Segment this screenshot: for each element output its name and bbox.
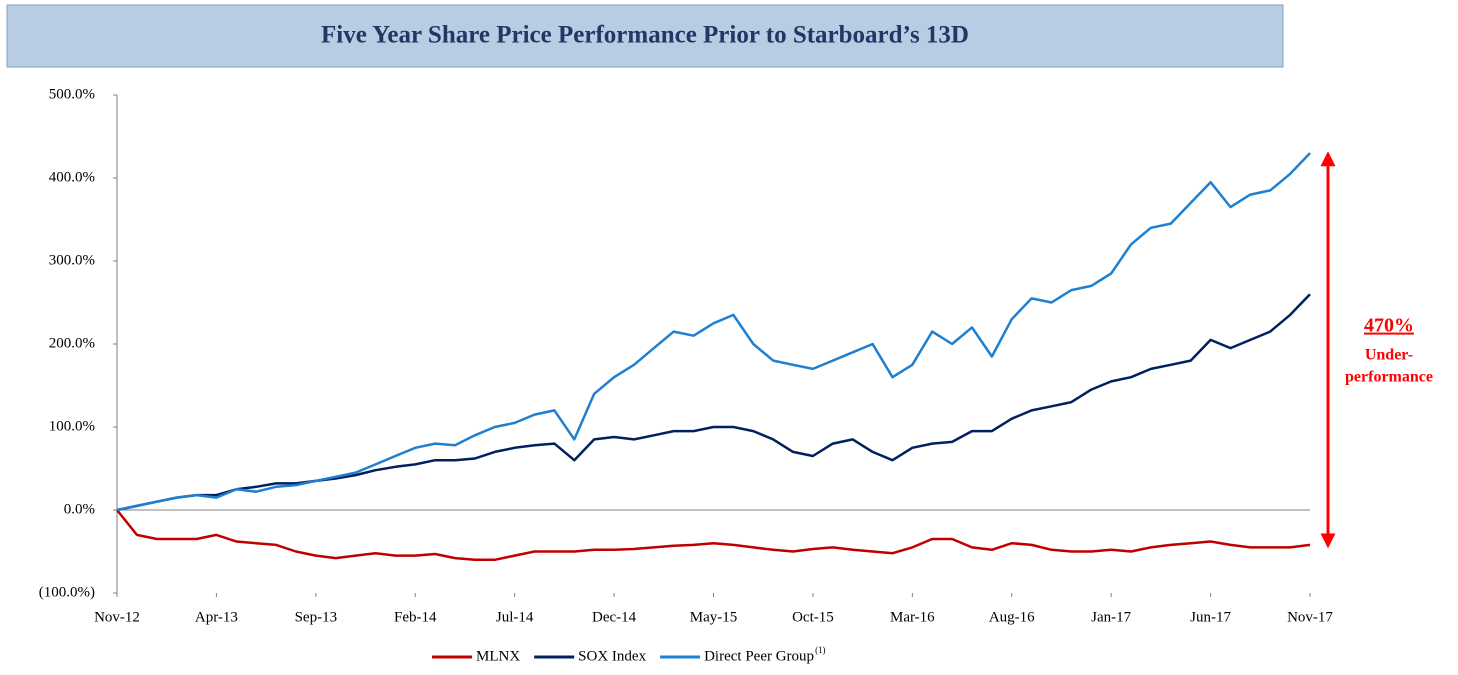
- y-tick-label: 0.0%: [64, 501, 95, 517]
- x-tick-label: Jul-14: [496, 609, 534, 625]
- x-tick-label: May-15: [690, 609, 738, 625]
- x-tick-label: Apr-13: [195, 609, 238, 625]
- x-tick-label: Sep-13: [295, 609, 338, 625]
- legend-label: SOX Index: [578, 648, 646, 664]
- y-tick-label: 400.0%: [49, 169, 95, 185]
- annotation-text: performance: [1345, 369, 1433, 386]
- x-tick-label: Mar-16: [890, 609, 935, 625]
- series-line: [116, 152, 1311, 512]
- y-tick-label: 200.0%: [49, 335, 95, 351]
- title-box: [6, 4, 1284, 68]
- x-tick-label: Nov-12: [94, 609, 140, 625]
- annotation-text: Under-: [1365, 347, 1413, 364]
- y-tick-label: 500.0%: [49, 86, 95, 102]
- legend-label: Direct Peer Group: [704, 648, 814, 664]
- legend-superscript: (1): [815, 645, 826, 655]
- x-tick-label: Feb-14: [394, 609, 437, 625]
- annotation-value: 470%: [1364, 315, 1414, 337]
- y-tick-label: 300.0%: [49, 252, 95, 268]
- series-line: [116, 293, 1311, 512]
- x-tick-label: Jan-17: [1091, 609, 1131, 625]
- x-tick-label: Nov-17: [1287, 609, 1333, 625]
- x-tick-label: Oct-15: [792, 609, 834, 625]
- x-tick-label: Aug-16: [989, 609, 1035, 625]
- y-tick-label: 100.0%: [49, 418, 95, 434]
- x-tick-label: Jun-17: [1190, 609, 1231, 625]
- legend-label: MLNX: [476, 648, 520, 664]
- y-tick-label: (100.0%): [39, 584, 95, 600]
- chart-title: Five Year Share Price Performance Prior …: [321, 22, 969, 49]
- x-tick-label: Dec-14: [592, 609, 637, 625]
- series-line: [116, 509, 1311, 562]
